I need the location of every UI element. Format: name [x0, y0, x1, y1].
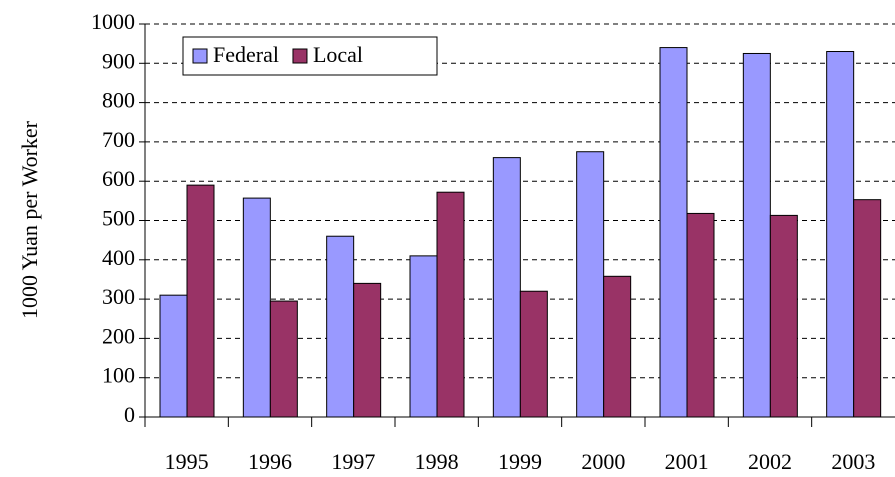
bar [269, 300, 298, 418]
bar [576, 151, 605, 418]
x-tick-label: 1998 [415, 449, 459, 474]
y-tick-label: 700 [102, 127, 135, 152]
y-tick-label: 1000 [91, 9, 135, 34]
bar [603, 275, 632, 418]
y-tick-label: 200 [102, 323, 135, 348]
legend-label: Local [313, 42, 363, 67]
bar [519, 290, 548, 418]
y-axis-label: 1000 Yuan per Worker [17, 120, 42, 319]
bar [742, 52, 771, 418]
bar [159, 294, 188, 418]
x-tick-label: 1995 [165, 449, 209, 474]
x-tick-label: 1996 [248, 449, 292, 474]
x-tick-label: 2001 [665, 449, 709, 474]
y-tick-label: 100 [102, 363, 135, 388]
y-tick-label: 300 [102, 284, 135, 309]
bar [686, 212, 715, 418]
x-tick-label: 1999 [498, 449, 542, 474]
y-tick-label: 900 [102, 48, 135, 73]
x-tick-label: 1997 [331, 449, 375, 474]
bar [769, 214, 798, 418]
x-tick-label: 2003 [831, 449, 875, 474]
x-tick-label: 2002 [748, 449, 792, 474]
bar [186, 184, 215, 418]
legend-swatch [192, 48, 208, 64]
bar [242, 197, 271, 418]
bar [659, 47, 688, 418]
legend-swatch [292, 48, 308, 64]
y-tick-label: 500 [102, 206, 135, 231]
bar [409, 255, 438, 418]
bar [853, 199, 882, 418]
bar [826, 51, 855, 418]
bar [492, 157, 521, 418]
x-tick-label: 2000 [581, 449, 625, 474]
y-tick-label: 400 [102, 245, 135, 270]
legend-label: Federal [213, 42, 279, 67]
bar [353, 282, 382, 418]
y-tick-label: 800 [102, 88, 135, 113]
bar [326, 235, 355, 418]
y-tick-label: 600 [102, 166, 135, 191]
legend-box [182, 36, 438, 76]
y-tick-label: 0 [124, 402, 135, 427]
bar [436, 191, 465, 418]
